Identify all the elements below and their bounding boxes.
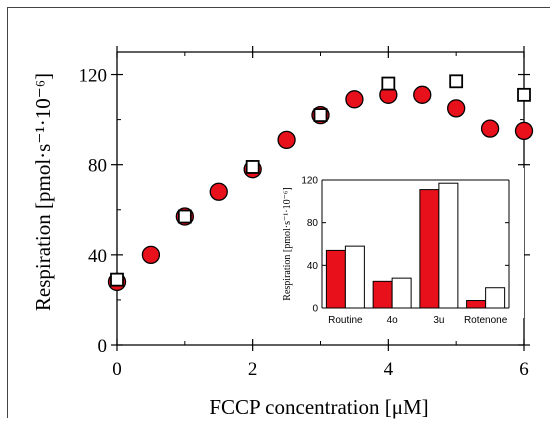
data-point-square <box>313 108 328 123</box>
data-point-circle <box>141 245 161 264</box>
inset-category-label: 3u <box>433 315 444 326</box>
main-x-tick-label: 0 <box>112 359 122 380</box>
inset-category-labels: Routine 4o 3u Rotenone <box>328 315 508 326</box>
inset-bar <box>391 277 412 309</box>
main-x-axis-label: FCCP concentration [μM] <box>209 395 428 419</box>
inset-y-tick-label: 80 <box>307 218 319 229</box>
main-ticks: 0 40 80 120 0 2 4 6 <box>79 46 530 380</box>
inset-category-label: 4o <box>387 315 399 326</box>
inset-bar <box>466 300 487 309</box>
main-x-tick-label: 2 <box>248 359 258 380</box>
inset-bar-chart: 0 40 80 120 Routine 4o 3u Rotenone Respiration… <box>276 168 524 326</box>
data-point-circle <box>514 121 534 141</box>
inset-ticks: 0 40 80 120 <box>301 176 509 315</box>
main-y-axis-label: Respiration [pmol·s⁻¹·10⁻⁶] <box>31 73 55 311</box>
inset-y-tick-label: 0 <box>312 304 318 315</box>
figure-frame <box>7 7 550 418</box>
main-x-tick-label: 4 <box>384 359 394 380</box>
data-point-square <box>449 74 464 89</box>
data-point-square <box>177 209 192 224</box>
data-point-circle <box>345 90 364 109</box>
data-point-square <box>381 76 396 91</box>
inset-category-label: Routine <box>328 315 363 326</box>
data-point-circle <box>209 182 228 201</box>
data-point-square <box>245 160 260 174</box>
inset-bar <box>438 182 459 309</box>
data-point-circle <box>447 99 466 118</box>
main-y-tick-label: 120 <box>79 66 108 87</box>
inset-bars <box>325 182 506 309</box>
main-y-tick-label: 80 <box>88 156 107 177</box>
main-x-tick-label: 6 <box>519 359 529 380</box>
inset-bar <box>344 245 365 309</box>
inset-y-tick-label: 40 <box>307 261 319 272</box>
data-point-circle <box>480 119 500 138</box>
inset-y-axis-label: Respiration [pmol·s⁻¹·10⁻⁶] <box>282 187 293 300</box>
main-y-tick-label: 40 <box>88 246 107 267</box>
inset-y-tick-label: 120 <box>301 176 318 187</box>
data-point-circle <box>277 130 296 150</box>
inset-bar <box>372 280 393 309</box>
data-point-square <box>110 272 124 287</box>
data-point-square <box>517 87 531 102</box>
inset-bar <box>419 189 440 309</box>
inset-bar <box>325 249 346 309</box>
inset-bar <box>485 287 506 309</box>
inset-category-label: Rotenone <box>464 315 508 326</box>
data-point-circle <box>413 85 432 104</box>
main-points <box>107 74 534 292</box>
main-y-tick-label: 0 <box>98 336 108 357</box>
